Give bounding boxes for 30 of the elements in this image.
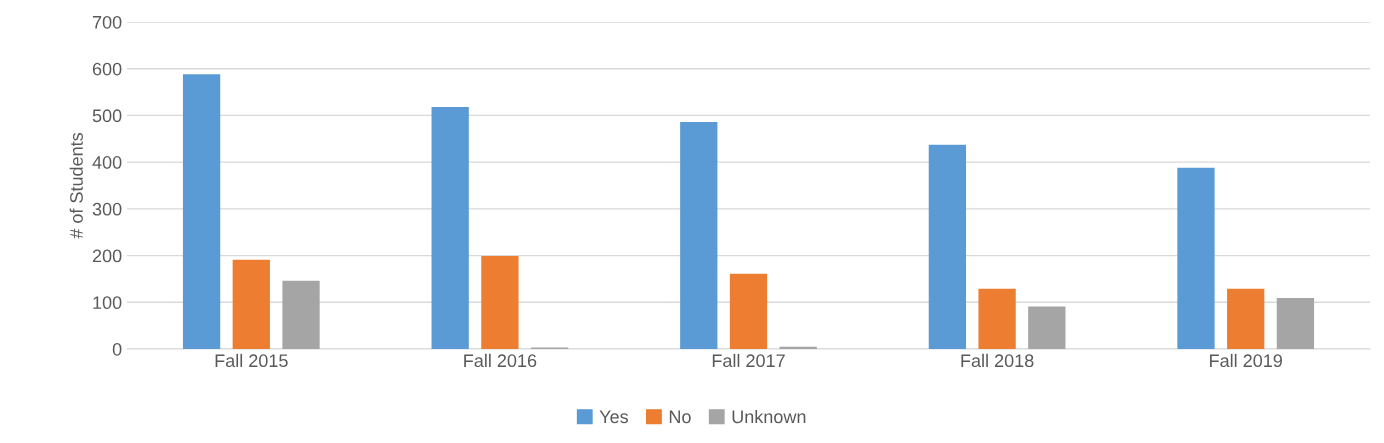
bar <box>680 121 718 349</box>
bar <box>431 107 469 349</box>
y-tick-label: 0 <box>112 342 122 356</box>
x-tick-label: Fall 2015 <box>215 353 288 368</box>
y-tick-label: 400 <box>92 156 122 169</box>
bar <box>1028 306 1066 349</box>
y-tick-label: 100 <box>93 296 122 310</box>
bar <box>1177 167 1215 349</box>
y-tick-label: 700 <box>92 15 122 29</box>
bar <box>1227 288 1265 349</box>
bar <box>282 280 320 349</box>
y-axis-title: # of Students <box>69 132 83 239</box>
bar <box>928 144 967 349</box>
y-tick-label: 200 <box>92 249 122 263</box>
bar <box>1276 298 1315 349</box>
bar <box>729 273 768 349</box>
x-tick-label: Fall 2017 <box>712 353 785 368</box>
legend-label: Yes <box>599 410 629 424</box>
x-tick-label: Fall 2016 <box>464 353 537 368</box>
y-tick-label: 500 <box>92 109 122 123</box>
bar <box>232 259 270 349</box>
bar <box>481 256 519 349</box>
x-tick-label: Fall 2018 <box>961 353 1034 368</box>
y-tick-label: 300 <box>92 202 122 216</box>
legend-label: Unknown <box>732 409 806 424</box>
x-tick-label: Fall 2019 <box>1210 353 1282 368</box>
legend-label: No <box>669 410 691 424</box>
y-tick-label: 600 <box>92 62 122 76</box>
bar <box>978 288 1016 349</box>
bar <box>182 74 221 349</box>
